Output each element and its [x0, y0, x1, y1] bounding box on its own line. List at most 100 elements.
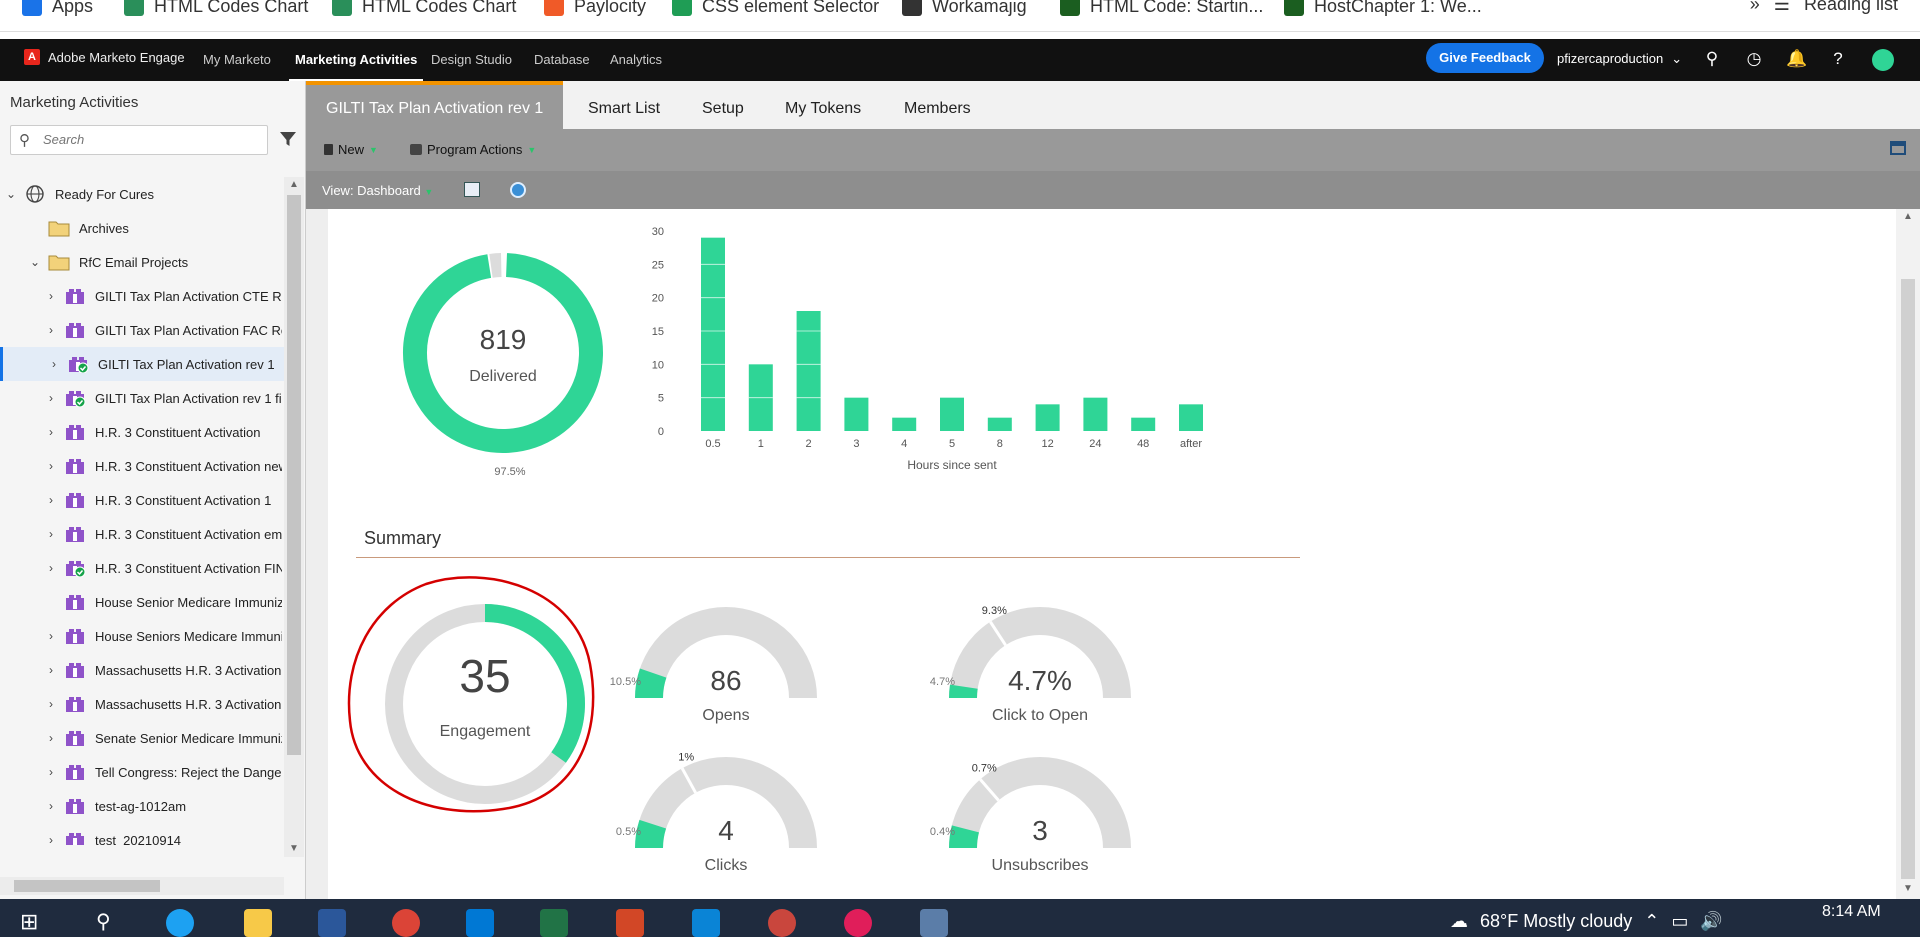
tree-item[interactable]: › test_20210914 — [0, 823, 284, 845]
edge-icon[interactable] — [166, 909, 194, 937]
chevron-right-icon[interactable]: › — [49, 323, 53, 337]
chevron-right-icon[interactable]: › — [52, 357, 56, 371]
tree-item[interactable]: › H.R. 3 Constituent Activation FIN — [0, 551, 284, 585]
brand[interactable]: A Adobe Marketo Engage — [24, 49, 185, 65]
tab-program[interactable]: GILTI Tax Plan Activation rev 1 — [306, 81, 564, 129]
outlook-icon[interactable] — [466, 909, 494, 937]
chevron-right-icon[interactable]: › — [49, 697, 53, 711]
chevron-down-icon[interactable]: ⌄ — [29, 255, 41, 269]
nav-my-marketo[interactable]: My Marketo — [203, 52, 271, 67]
tree-item[interactable]: › GILTI Tax Plan Activation FAC Re- — [0, 313, 284, 347]
bookmark-item[interactable]: Apps — [22, 0, 93, 18]
chevron-right-icon[interactable]: › — [49, 459, 53, 473]
bookmark-item[interactable]: HostChapter 1: We... — [1284, 0, 1482, 18]
new-button[interactable]: New ▼ — [324, 142, 378, 157]
tab-smart-list[interactable]: Smart List — [588, 100, 661, 117]
tree-item[interactable]: ⌄ RfC Email Projects — [0, 245, 284, 279]
volume-icon[interactable]: 🔊 — [1700, 911, 1723, 931]
tree-item[interactable]: › Senate Senior Medicare Immuniz — [0, 721, 284, 755]
tree-item[interactable]: › Massachusetts H.R. 3 Activation 1 — [0, 653, 284, 687]
weather-text[interactable]: 68°F Mostly cloudy — [1480, 911, 1633, 931]
chevron-double-right-icon[interactable]: » — [1749, 0, 1760, 14]
chevron-up-icon[interactable]: ⌃ — [1644, 911, 1660, 931]
excel-icon[interactable] — [540, 909, 568, 937]
tree-item[interactable]: › Massachusetts H.R. 3 Activation r — [0, 687, 284, 721]
snipping-tool-icon[interactable] — [768, 909, 796, 937]
bookmark-item[interactable]: Workamajig — [902, 0, 1027, 18]
bookmark-item[interactable]: CSS element Selector — [672, 0, 879, 18]
tree-item[interactable]: › H.R. 3 Constituent Activation — [0, 415, 284, 449]
tree-item[interactable]: › H.R. 3 Constituent Activation new — [0, 449, 284, 483]
search-icon[interactable]: ⚲ — [1705, 49, 1719, 68]
nav-database[interactable]: Database — [534, 52, 590, 67]
tree-item[interactable]: Archives — [0, 211, 284, 245]
tree-item[interactable]: › GILTI Tax Plan Activation CTE Re- — [0, 279, 284, 313]
chevron-right-icon[interactable]: › — [49, 663, 53, 677]
tree-item[interactable]: ⌄ Ready For Cures — [0, 177, 284, 211]
chevron-down-icon[interactable]: ⌄ — [5, 187, 17, 201]
file-explorer-icon[interactable] — [244, 909, 272, 937]
chevron-down-icon[interactable]: ⌄ — [1671, 51, 1683, 66]
bell-icon[interactable]: 🔔 — [1786, 49, 1808, 68]
nav-marketing-activities[interactable]: Marketing Activities — [288, 52, 424, 82]
tree-item[interactable]: › House Seniors Medicare Immuni — [0, 619, 284, 653]
chevron-right-icon[interactable]: › — [49, 629, 53, 643]
chevron-right-icon[interactable]: › — [49, 765, 53, 779]
nav-design-studio[interactable]: Design Studio — [431, 52, 512, 67]
grid-view-icon[interactable] — [464, 182, 480, 197]
chevron-right-icon[interactable]: › — [49, 561, 53, 575]
filter-icon[interactable] — [278, 129, 298, 149]
chevron-right-icon[interactable]: › — [49, 391, 53, 405]
bar-5[interactable] — [940, 397, 964, 431]
bar-0-5[interactable] — [701, 237, 725, 431]
weather-icon[interactable]: ☁ — [1450, 911, 1468, 931]
help-icon[interactable]: ? — [1833, 49, 1843, 68]
nav-analytics[interactable]: Analytics — [610, 52, 663, 67]
expand-panel-icon[interactable] — [1890, 141, 1906, 155]
bar-2[interactable] — [796, 311, 821, 431]
program-actions-button[interactable]: Program Actions ▼ — [410, 142, 536, 157]
scroll-up-icon[interactable]: ▲ — [1903, 211, 1913, 222]
tree-item[interactable]: › GILTI Tax Plan Activation rev 1 — [0, 347, 284, 381]
search-input[interactable] — [43, 132, 253, 147]
view-dashboard-dropdown[interactable]: View: Dashboard ▼ — [322, 183, 433, 198]
reading-list-label[interactable]: Reading list — [1803, 0, 1898, 14]
reading-list[interactable]: » ☰ Reading list — [1750, 0, 1898, 15]
windows-start-icon[interactable]: ⊞ — [20, 909, 39, 934]
store-icon[interactable] — [692, 909, 720, 937]
chevron-right-icon[interactable]: › — [49, 425, 53, 439]
bar-12[interactable] — [1035, 404, 1060, 431]
calculator-icon[interactable] — [920, 909, 948, 937]
chevron-right-icon[interactable]: › — [49, 833, 53, 845]
give-feedback-button[interactable]: Give Feedback — [1426, 43, 1544, 73]
powerpoint-icon[interactable] — [616, 909, 644, 937]
chevron-right-icon[interactable]: › — [49, 527, 53, 541]
horizontal-scroll-thumb[interactable] — [14, 880, 160, 892]
bar-24[interactable] — [1083, 397, 1108, 431]
tree-scrollbar[interactable]: ▲ ▼ — [284, 177, 304, 857]
bar-4[interactable] — [892, 417, 917, 431]
battery-icon[interactable]: ▭ — [1671, 911, 1689, 931]
content-scroll-thumb[interactable] — [1901, 279, 1915, 879]
word-icon[interactable] — [318, 909, 346, 937]
tree-horizontal-scrollbar[interactable] — [0, 877, 284, 895]
tree-item[interactable]: › H.R. 3 Constituent Activation 1 — [0, 483, 284, 517]
bookmark-item[interactable]: HTML Codes Chart — [332, 0, 516, 18]
tree-item[interactable]: › test-ag-1012am — [0, 789, 284, 823]
scroll-up-icon[interactable]: ▲ — [289, 179, 299, 190]
bookmark-item[interactable]: HTML Code: Startin... — [1060, 0, 1263, 18]
scroll-down-icon[interactable]: ▼ — [1903, 883, 1913, 894]
bar-48[interactable] — [1131, 417, 1156, 431]
bookmark-item[interactable]: Paylocity — [544, 0, 646, 18]
taskbar-search-icon[interactable]: ⚲ — [96, 911, 111, 933]
tree-item[interactable]: House Senior Medicare Immuniz — [0, 585, 284, 619]
tree-item[interactable]: › GILTI Tax Plan Activation rev 1 fin — [0, 381, 284, 415]
chevron-right-icon[interactable]: › — [49, 799, 53, 813]
tree-scroll-thumb[interactable] — [287, 195, 301, 755]
tab-my-tokens[interactable]: My Tokens — [785, 100, 862, 117]
tab-setup[interactable]: Setup — [702, 100, 744, 117]
bookmark-item[interactable]: HTML Codes Chart — [124, 0, 308, 18]
search-box[interactable]: ⚲ — [10, 125, 268, 155]
slack-icon[interactable] — [844, 909, 872, 937]
bar-after[interactable] — [1179, 404, 1203, 431]
